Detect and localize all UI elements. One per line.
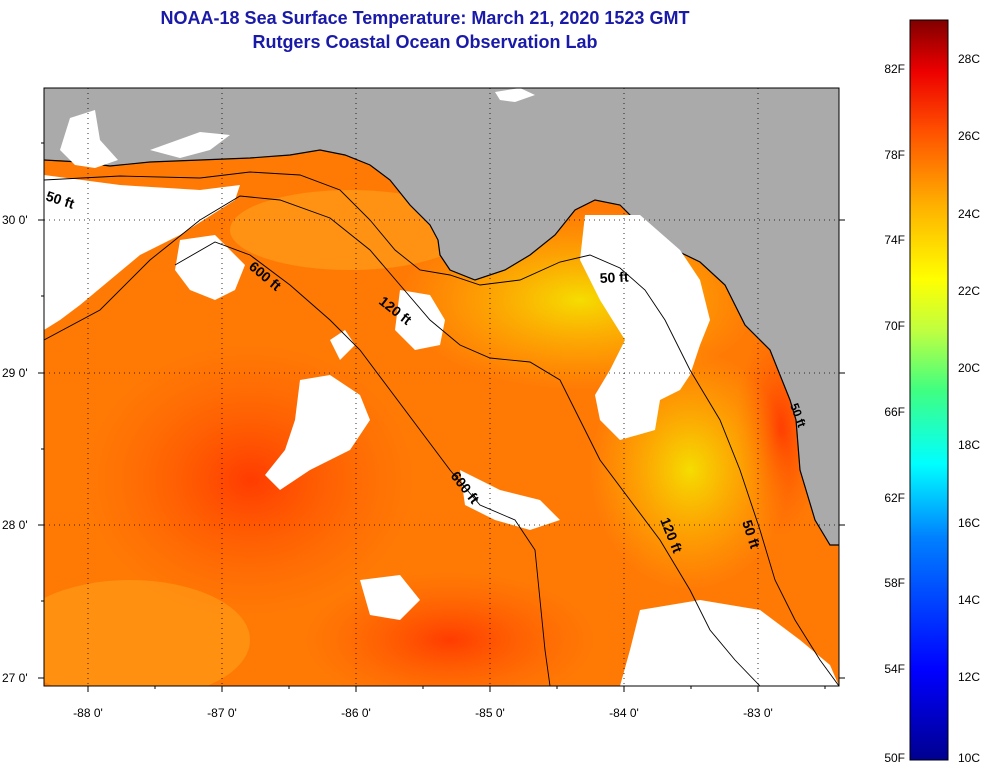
pensacola-bay [150,132,230,158]
mobile-bay [60,110,118,168]
lat-label: 27 0' [2,671,28,685]
cloud-cover [360,575,420,620]
colorbar-c-label: 14C [958,593,980,607]
colorbar-c-label: 18C [958,438,980,452]
colorbar-f-label: 66F [884,405,905,419]
cloud-cover [580,215,710,440]
cool-patch [230,190,470,270]
contour-label: 50 ft [599,268,629,286]
contour-50ft [44,171,839,686]
colorbar-c-label: 20C [958,361,980,375]
axis-ticks [38,142,845,692]
cloud-cover [265,375,370,490]
colorbar-c-label: 22C [958,284,980,298]
land-mass [44,88,839,545]
colorbar-c-label: 16C [958,516,980,530]
colorbar-f-label: 78F [884,148,905,162]
colorbar-f-label: 74F [884,233,905,247]
lon-label: -87 0' [207,706,237,720]
colorbar-c-label: 28C [958,52,980,66]
contour-600ft [174,241,551,686]
colorbar-c-label: 12C [958,670,980,684]
lat-label: 29 0' [2,366,28,380]
map-panel: 50 ft 50 ft 50 ft 120 ft 120 ft 50 ft 60… [44,88,839,686]
colorbar-f-label: 62F [884,491,905,505]
colorbar-f-label: 50F [884,751,905,765]
lon-label: -88 0' [73,706,103,720]
lon-label: -84 0' [609,706,639,720]
colorbar-c-label: 24C [958,207,980,221]
contour-120ft [44,195,761,686]
colorbar-c-label: 26C [958,129,980,143]
cloud-cover [620,600,839,686]
map-frame [43,87,840,687]
colorbar-c-label: 10C [958,751,980,765]
lat-label: 30 0' [2,213,28,227]
lat-label: 28 0' [2,518,28,532]
colorbar-f-label: 54F [884,662,905,676]
cloud-cover [175,235,245,300]
coastline [44,149,839,546]
lon-label: -86 0' [341,706,371,720]
colorbar [909,19,949,761]
colorbar-f-label: 58F [884,576,905,590]
warm-core [300,570,600,686]
cloud-cover [395,290,445,350]
colorbar-f-label: 82F [884,62,905,76]
lon-label: -85 0' [475,706,505,720]
inland-lake [495,88,535,102]
map-title: NOAA-18 Sea Surface Temperature: March 2… [160,8,690,28]
lon-label: -83 0' [743,706,773,720]
cool-patch [44,580,250,686]
warm-core [80,340,420,620]
colorbar-f-label: 70F [884,319,905,333]
cloud-cover [330,330,355,360]
cloud-cover [44,175,240,330]
map-subtitle: Rutgers Coastal Ocean Observation Lab [252,32,598,52]
cloud-cover [460,470,560,530]
